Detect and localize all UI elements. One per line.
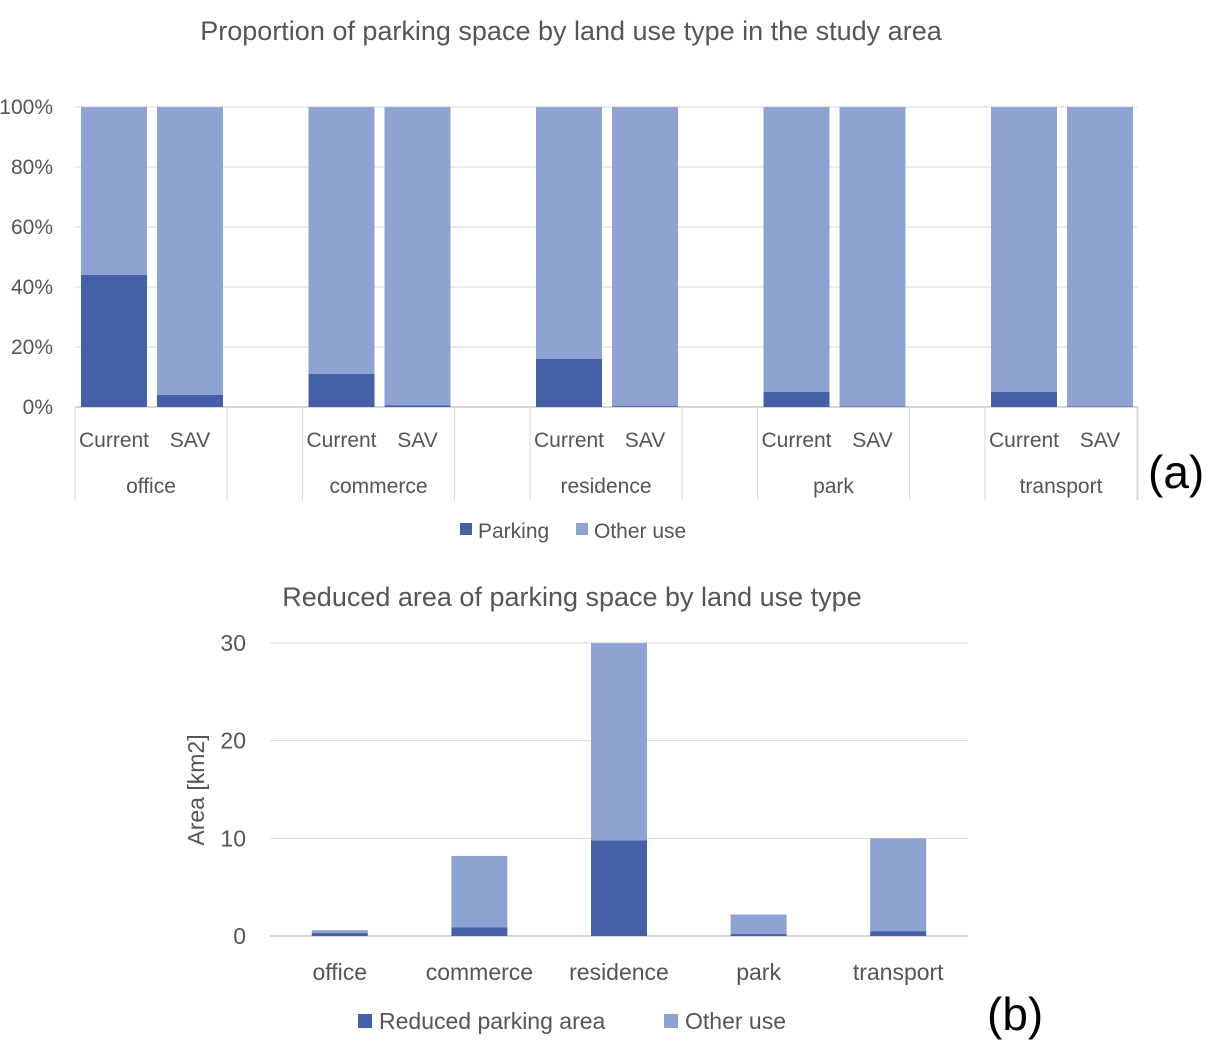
y-tick-label-a: 80% (11, 156, 53, 179)
bar-parking-park-current (763, 392, 830, 407)
group-label-a: commerce (329, 475, 427, 498)
bar-other-use-office-sav (157, 107, 223, 395)
chart-a-legend: Parking Other use (460, 520, 686, 543)
subcategory-label-a: Current (306, 429, 376, 452)
panel-label-b: (b) (987, 988, 1043, 1040)
bar-parking-park-sav (839, 406, 906, 407)
legend-label-other-use-b: Other use (685, 1008, 786, 1034)
bar-parking-residence-sav (612, 406, 678, 407)
subcategory-label-a: Current (761, 429, 831, 452)
bar-other-use-park (730, 914, 787, 935)
legend-label-parking: Parking (478, 520, 549, 543)
chart-b-legend: Reduced parking area Other use (358, 1008, 786, 1034)
bar-parking-transport-current (991, 392, 1057, 407)
bar-reduced-parking-area-residence (591, 840, 647, 936)
bar-other-use-commerce-current (308, 107, 375, 374)
bar-parking-office-sav (157, 395, 223, 407)
bar-reduced-parking-area-commerce (451, 927, 508, 936)
legend-label-other-use: Other use (594, 520, 686, 543)
bar-other-use-residence-current (536, 107, 602, 359)
bar-other-use-office-current (81, 107, 147, 275)
legend-swatch-parking (460, 523, 472, 535)
bar-other-use-park-current (763, 107, 830, 392)
subcategory-label-a: Current (534, 429, 604, 452)
bar-parking-commerce-sav (384, 405, 451, 407)
y-tick-label-b: 10 (220, 825, 246, 851)
y-tick-label-a: 60% (11, 216, 53, 239)
legend-label-reduced-parking-area: Reduced parking area (379, 1008, 606, 1034)
group-label-a: office (126, 475, 176, 498)
bar-other-use-office (311, 930, 368, 934)
legend-swatch-other-use (576, 523, 588, 535)
bar-other-use-transport-sav (1067, 107, 1133, 407)
bar-other-use-residence (591, 643, 647, 841)
subcategory-label-a: SAV (852, 429, 892, 452)
chart-a: Proportion of parking space by land use … (0, 16, 1204, 543)
y-tick-label-a: 0% (23, 396, 53, 419)
subcategory-label-a: SAV (625, 429, 665, 452)
group-label-a: residence (560, 475, 651, 498)
bar-reduced-parking-area-office (311, 933, 368, 936)
subcategory-label-a: SAV (1080, 429, 1120, 452)
subcategory-label-a: SAV (397, 429, 437, 452)
bar-parking-office-current (81, 275, 147, 407)
category-label-b: commerce (426, 959, 533, 985)
chart-b-y-axis-title: Area [km2] (183, 734, 209, 845)
group-label-a: park (813, 475, 854, 498)
bar-other-use-transport-current (991, 107, 1057, 392)
bar-other-use-park-sav (839, 107, 906, 407)
y-tick-label-b: 0 (233, 923, 246, 949)
panel-label-a: (a) (1148, 446, 1204, 498)
y-tick-label-a: 100% (0, 96, 53, 119)
chart-b-title: Reduced area of parking space by land us… (282, 582, 861, 612)
y-tick-label-b: 20 (220, 728, 246, 754)
subcategory-label-a: SAV (170, 429, 210, 452)
category-label-b: residence (569, 959, 669, 985)
group-label-a: transport (1020, 475, 1103, 498)
bar-reduced-parking-area-transport (870, 931, 927, 936)
bar-reduced-parking-area-park (730, 934, 787, 936)
subcategory-label-a: Current (989, 429, 1059, 452)
category-label-b: park (736, 959, 781, 985)
bar-other-use-commerce-sav (384, 107, 451, 406)
category-label-b: transport (853, 959, 944, 985)
bar-other-use-transport (870, 838, 927, 932)
bar-other-use-commerce (451, 855, 508, 928)
y-tick-label-a: 20% (11, 336, 53, 359)
chart-a-title: Proportion of parking space by land use … (200, 16, 942, 46)
legend-swatch-other-use-b (664, 1014, 678, 1028)
y-tick-label-b: 30 (220, 630, 246, 656)
subcategory-label-a: Current (79, 429, 149, 452)
bar-parking-commerce-current (308, 374, 375, 407)
bar-parking-transport-sav (1067, 406, 1133, 407)
bar-other-use-residence-sav (612, 107, 678, 407)
y-tick-label-a: 40% (11, 276, 53, 299)
chart-b: Reduced area of parking space by land us… (183, 582, 1043, 1040)
category-label-b: office (313, 959, 368, 985)
bar-parking-residence-current (536, 359, 602, 407)
legend-swatch-reduced-parking-area (358, 1014, 372, 1028)
